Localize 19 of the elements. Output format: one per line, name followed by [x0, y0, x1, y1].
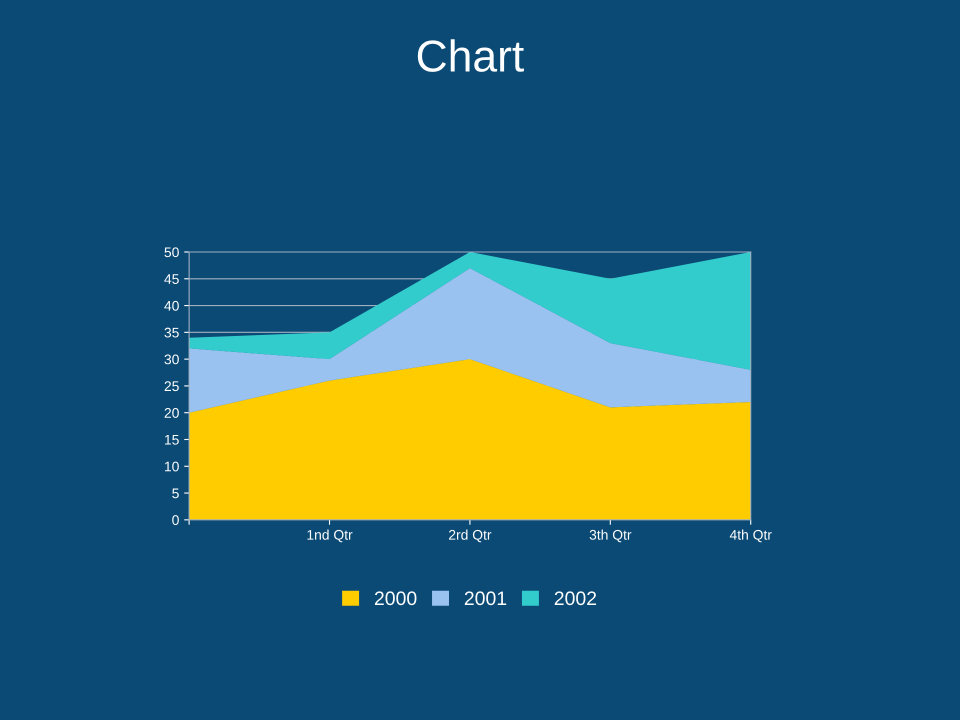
y-tick-label: 35 [164, 328, 179, 338]
legend-label: 2001 [464, 591, 506, 606]
y-tick-label: 40 [164, 300, 179, 311]
x-tick-label: 3th Qtr [590, 530, 632, 542]
y-tick-label: 10 [165, 462, 179, 472]
y-tick-label: 15 [165, 434, 179, 445]
y-tick-label: 30 [164, 354, 179, 364]
y-tick-label: 50 [164, 247, 179, 258]
x-tick-label: 1nd Qtr [307, 530, 352, 542]
x-tick-label: 2rd Qtr [449, 530, 492, 542]
legend-label: 2000 [374, 591, 416, 606]
y-tick-label: 5 [172, 488, 179, 498]
y-tick-label: 45 [164, 274, 179, 284]
chart-title: Chart [418, 39, 524, 72]
y-tick-label: 20 [164, 408, 179, 418]
y-tick-label: 25 [164, 381, 179, 392]
legend-label: 2002 [554, 591, 596, 606]
x-tick-label: 4th Qtr [730, 530, 772, 542]
y-tick-label: 0 [172, 515, 179, 526]
